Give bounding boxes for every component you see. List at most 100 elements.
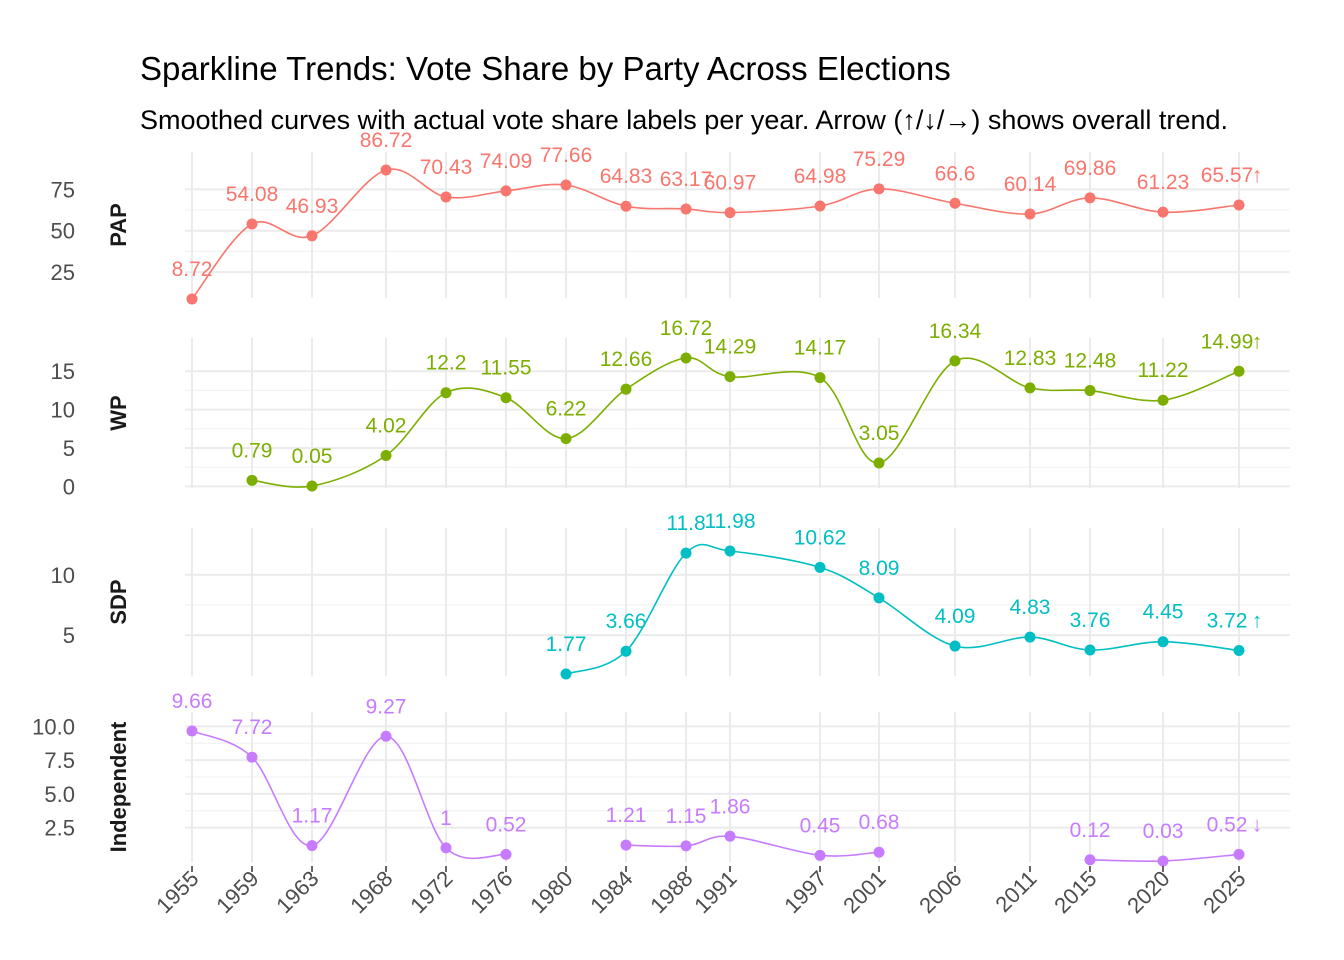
data-label: 16.34 [929, 320, 982, 343]
data-point [814, 372, 826, 384]
data-label: 46.93 [286, 195, 339, 218]
series-line [625, 835, 880, 857]
data-point [1157, 394, 1169, 406]
data-label: 14.17 [794, 337, 847, 360]
y-tick-label: 75 [51, 177, 75, 202]
data-point [440, 387, 452, 399]
data-point [500, 185, 512, 197]
data-point [873, 183, 885, 195]
data-point [560, 179, 572, 191]
data-label: 66.6 [935, 162, 976, 185]
data-point [560, 668, 572, 680]
data-label: 3.66 [606, 610, 647, 633]
data-label: 1.77 [546, 633, 587, 656]
data-point [1233, 365, 1245, 377]
data-label: 7.72 [232, 716, 273, 739]
x-tick-label: 1955 [151, 866, 203, 918]
data-label: 61.23 [1137, 171, 1190, 194]
data-label: 0.68 [859, 811, 900, 834]
x-tick-label: 1984 [585, 866, 637, 918]
data-point [440, 842, 452, 854]
y-tick-label: 25 [51, 260, 75, 285]
data-label: 75.29 [853, 148, 906, 171]
facet-label: WP [106, 395, 131, 430]
data-point [186, 293, 198, 305]
y-tick-label: 5 [63, 623, 75, 648]
data-point [814, 849, 826, 861]
data-label: 70.43 [420, 156, 473, 179]
x-tick-label: 1991 [689, 866, 741, 918]
data-label: 9.27 [366, 695, 407, 718]
data-label: 86.72 [360, 129, 413, 152]
data-point [620, 200, 632, 212]
data-point [500, 392, 512, 404]
data-label: 1 [440, 807, 452, 830]
data-point [500, 848, 512, 860]
data-label: 4.83 [1010, 596, 1051, 619]
series-line [565, 543, 1240, 675]
y-tick-label: 15 [51, 359, 75, 384]
y-tick-label: 5.0 [44, 782, 75, 807]
data-label: 64.98 [794, 165, 847, 188]
data-label: 8.72 [172, 258, 213, 281]
data-label: 1.21 [606, 804, 647, 827]
data-label: 0.03 [1143, 820, 1184, 843]
data-label: 11.55 [481, 357, 532, 380]
data-label: 1.17 [292, 805, 333, 828]
data-point [246, 474, 258, 486]
data-label: 4.09 [935, 605, 976, 628]
data-point [1024, 631, 1036, 643]
data-label: 12.66 [600, 348, 653, 371]
data-point [1157, 636, 1169, 648]
data-label: 12.83 [1004, 347, 1057, 370]
data-label: 0.52 [1207, 813, 1248, 836]
data-label: 14.29 [704, 336, 757, 359]
x-tick-label: 1959 [211, 866, 263, 918]
data-point [246, 218, 258, 230]
data-point [724, 545, 736, 557]
data-point [306, 230, 318, 242]
data-label: 14.99 [1201, 330, 1254, 353]
data-label: 1.86 [710, 795, 751, 818]
data-label: 11.8 [666, 512, 705, 535]
x-tick-label: 2001 [838, 866, 890, 918]
series-line [251, 357, 1240, 488]
y-tick-label: 7.5 [44, 748, 75, 773]
facet-label: PAP [106, 203, 131, 247]
facet-sdp: 5 10 SDP 1.77 3.66 11.811.98 10.62 8.09 4.09 4.83… [51, 510, 1290, 680]
data-point [1233, 199, 1245, 211]
data-label: 4.02 [366, 415, 407, 438]
x-tick-label: 2015 [1049, 866, 1101, 918]
data-point [814, 200, 826, 212]
chart-subtitle: Smoothed curves with actual vote share l… [140, 105, 1228, 135]
data-point [380, 730, 392, 742]
y-tick-label: 50 [51, 219, 75, 244]
x-tick-label: 2006 [914, 866, 966, 918]
data-label: 3.76 [1070, 609, 1111, 632]
data-point [186, 725, 198, 737]
chart-title: Sparkline Trends: Vote Share by Party Ac… [140, 50, 951, 87]
data-label: 65.57 [1201, 164, 1254, 187]
data-label: 74.09 [480, 150, 533, 173]
data-point [1084, 644, 1096, 656]
data-point [1084, 385, 1096, 397]
data-point [1084, 854, 1096, 866]
facet-independent: 2.5 5.0 7.5 10.0 Independent 9.66 7.72 1.17 9.27… [32, 690, 1290, 867]
data-label: 3.05 [859, 422, 900, 445]
x-tick-label: 2025 [1198, 866, 1250, 918]
y-tick-label: 2.5 [44, 816, 75, 841]
trend-arrow: ↑ [1252, 610, 1263, 633]
data-point [949, 197, 961, 209]
data-label: 16.72 [660, 317, 713, 340]
data-point [560, 433, 572, 445]
facet-label: SDP [106, 579, 131, 624]
data-label: 60.97 [704, 172, 757, 195]
x-tick-label: 1963 [271, 866, 323, 918]
data-point [814, 561, 826, 573]
data-point [949, 640, 961, 652]
data-point [380, 164, 392, 176]
data-point [440, 191, 452, 203]
data-label: 11.98 [705, 510, 756, 533]
data-label: 77.66 [540, 144, 593, 167]
